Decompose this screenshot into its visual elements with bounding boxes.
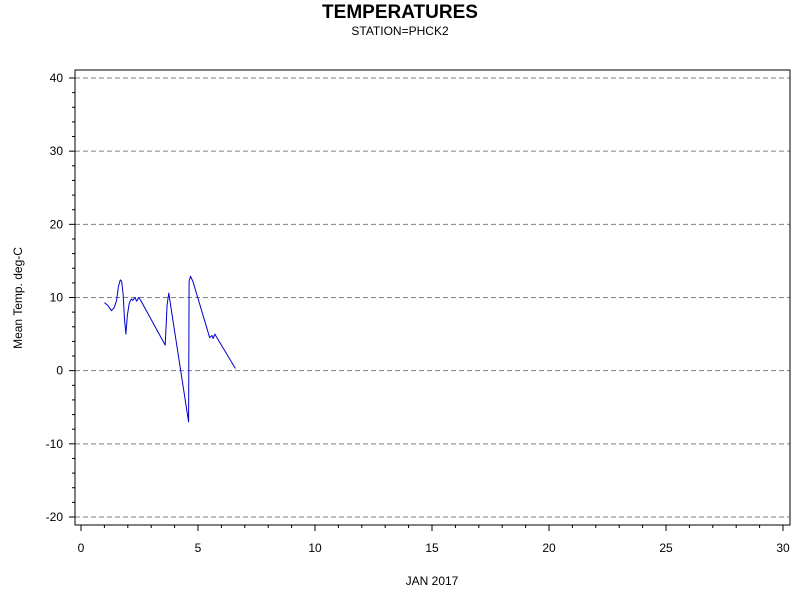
- x-tick-label: 15: [425, 541, 439, 555]
- x-tick-label: 20: [542, 541, 556, 555]
- series-line-0: [104, 275, 236, 423]
- chart-title: TEMPERATURES: [322, 2, 478, 23]
- x-tick-label: 25: [659, 541, 673, 555]
- x-tick-label: 30: [776, 541, 790, 555]
- y-tick-label: -20: [46, 510, 64, 524]
- data-series: [104, 275, 236, 423]
- chart-subtitle: STATION=PHCK2: [351, 24, 449, 38]
- y-tick-label: 10: [50, 291, 64, 305]
- y-axis-label: Mean Temp. deg-C: [11, 247, 25, 349]
- y-tick-label: 0: [56, 364, 63, 378]
- x-tick-label: 0: [78, 541, 85, 555]
- grid-lines: [75, 77, 790, 518]
- y-tick-label: 30: [50, 144, 64, 158]
- x-tick-label: 10: [308, 541, 322, 555]
- x-tick-label: 5: [195, 541, 202, 555]
- y-tick-label: 40: [50, 71, 64, 85]
- x-axis: 0 5 10 15 20 25 30: [78, 525, 790, 555]
- y-tick-label: 20: [50, 217, 64, 231]
- x-axis-label: JAN 2017: [406, 574, 459, 588]
- y-axis: -20 -10 0 10 20 30 40: [46, 71, 75, 524]
- y-tick-label: -10: [46, 437, 64, 451]
